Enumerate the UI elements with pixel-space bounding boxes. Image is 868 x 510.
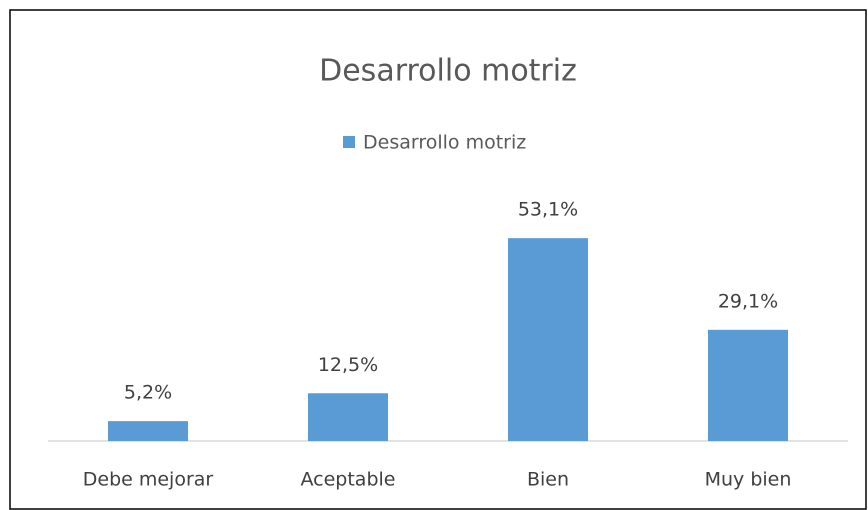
data-label: 53,1% bbox=[518, 199, 578, 221]
bar bbox=[508, 238, 588, 441]
x-tick-label: Muy bien bbox=[705, 469, 792, 491]
x-tick-label: Debe mejorar bbox=[83, 469, 214, 491]
data-label: 5,2% bbox=[124, 382, 172, 404]
bar bbox=[708, 329, 788, 441]
bar bbox=[108, 421, 188, 441]
data-label: 12,5% bbox=[318, 354, 378, 376]
legend-label: Desarrollo motriz bbox=[363, 132, 526, 154]
x-tick-label: Bien bbox=[527, 469, 569, 491]
x-tick-label: Aceptable bbox=[301, 469, 396, 491]
legend-swatch bbox=[343, 136, 355, 148]
bar bbox=[308, 393, 388, 441]
chart-title: Desarrollo motriz bbox=[319, 54, 577, 89]
data-label: 29,1% bbox=[718, 290, 778, 312]
